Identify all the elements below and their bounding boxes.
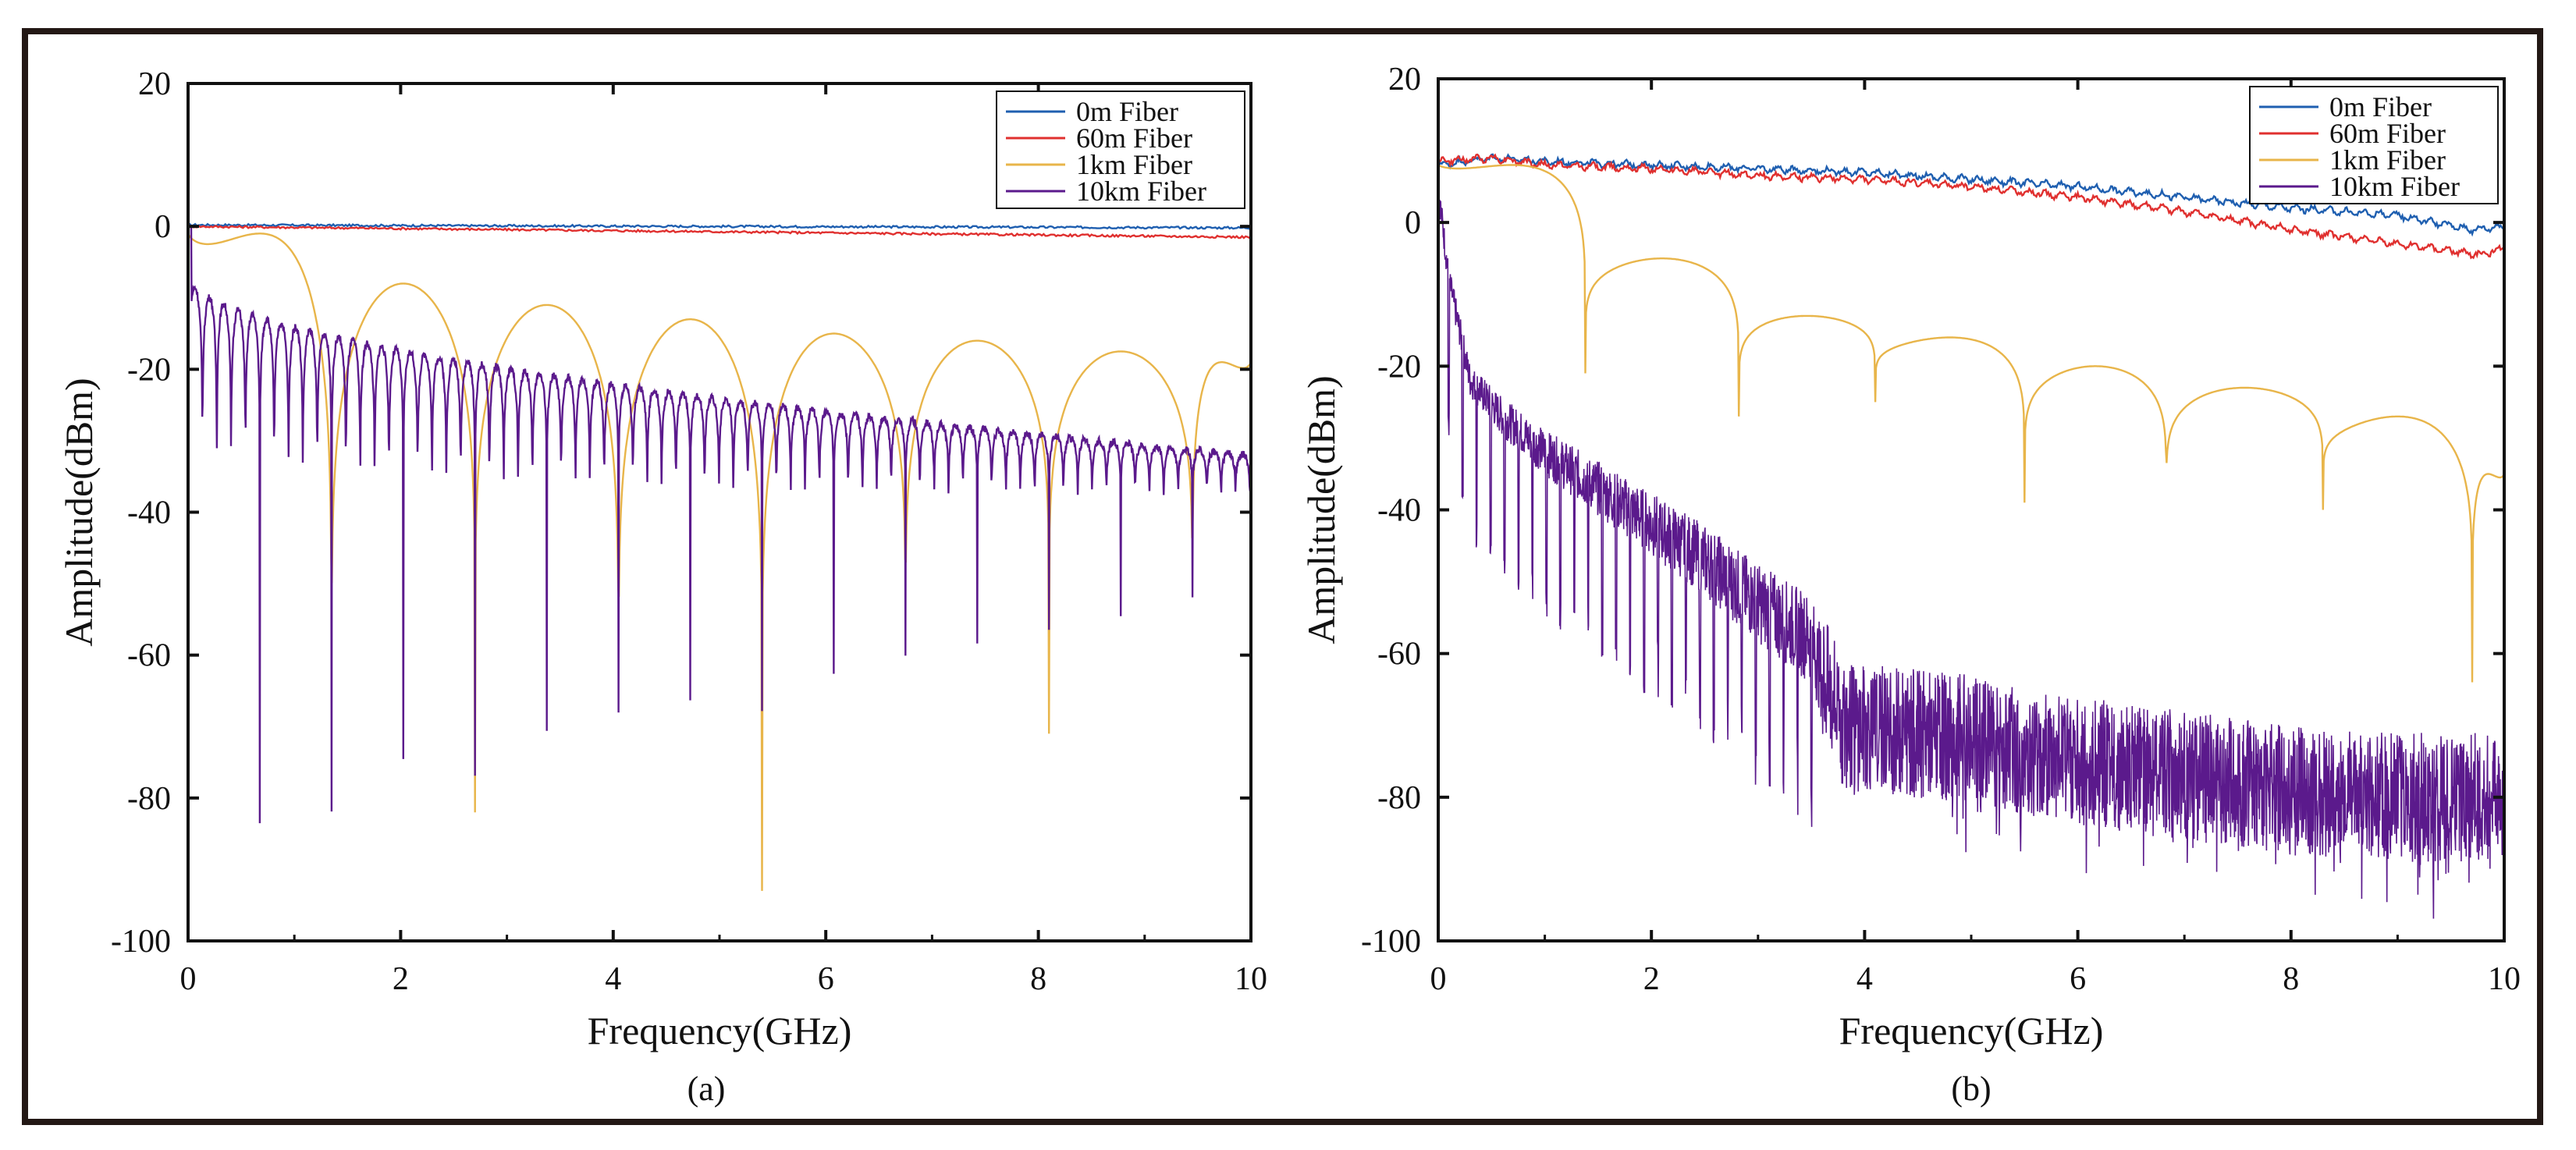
- series-line-1km-fiber: [188, 232, 1251, 891]
- legend-label: 1km Fiber: [2329, 144, 2446, 176]
- series-line-60m-fiber: [188, 225, 1251, 240]
- y-tick-label: -100: [111, 924, 171, 960]
- x-tick-label: 2: [393, 961, 409, 997]
- plot-area: [1438, 153, 2504, 919]
- series-line-1km-fiber: [1438, 164, 2504, 683]
- legend-label: 1km Fiber: [1076, 149, 1192, 180]
- x-axis-label: Frequency(GHz): [588, 1009, 852, 1052]
- panel-caption: (a): [688, 1070, 726, 1108]
- y-tick-label: -40: [127, 495, 171, 531]
- axes-frame: [187, 82, 1252, 942]
- chart-panel-a: 0 2 4 6 8 10 20 0 -20 -40 -60 -80 -100 Frequency(GHz)…: [57, 66, 1267, 1108]
- y-tick-label: 20: [1388, 62, 1421, 98]
- x-tick-label: 0: [180, 961, 197, 997]
- legend-label: 10km Fiber: [1076, 176, 1206, 207]
- series-line-0m-fiber: [188, 222, 1251, 230]
- x-tick-label: 4: [1856, 961, 1873, 997]
- legend-label: 10km Fiber: [2329, 171, 2460, 202]
- series-line-10km-fiber: [188, 225, 1251, 824]
- x-tick-label: 4: [605, 961, 621, 997]
- x-tick-label: 2: [1643, 961, 1660, 997]
- y-axis-label: Amplitude(dBm): [1299, 375, 1343, 644]
- y-tick-label: -80: [1377, 780, 1421, 816]
- y-tick-label: 0: [155, 209, 171, 245]
- x-tick-label: 10: [2488, 961, 2521, 997]
- series-line-10km-fiber: [1438, 183, 2504, 919]
- y-tick-label: 20: [138, 66, 171, 102]
- y-tick-label: -20: [1377, 349, 1421, 385]
- y-tick-label: -60: [127, 638, 171, 674]
- y-tick-label: 0: [1405, 205, 1421, 241]
- x-tick-label: 6: [2070, 961, 2086, 997]
- x-tick-label: 0: [1430, 961, 1447, 997]
- legend-label: 60m Fiber: [1076, 122, 1192, 154]
- y-tick-label: -80: [127, 781, 171, 817]
- y-axis-label: Amplitude(dBm): [57, 378, 101, 646]
- y-tick-label: -100: [1361, 924, 1421, 960]
- legend-label: 60m Fiber: [2329, 118, 2446, 149]
- x-tick-label: 6: [818, 961, 834, 997]
- panel-caption: (b): [1951, 1070, 1991, 1108]
- y-tick-label: -40: [1377, 493, 1421, 529]
- y-tick-label: -20: [127, 352, 171, 388]
- plot-area: [188, 222, 1251, 891]
- legend-label: 0m Fiber: [2329, 91, 2432, 122]
- legend-label: 0m Fiber: [1076, 96, 1178, 127]
- series-line-60m-fiber: [1438, 153, 2504, 260]
- x-tick-label: 10: [1235, 961, 1267, 997]
- y-tick-label: -60: [1377, 637, 1421, 673]
- x-tick-label: 8: [2283, 961, 2299, 997]
- x-axis-label: Frequency(GHz): [1839, 1009, 2104, 1052]
- series-line-0m-fiber: [1438, 153, 2504, 237]
- x-tick-label: 8: [1030, 961, 1046, 997]
- chart-panel-b: 0 2 4 6 8 10 20 0 -20 -40 -60 -80 -100 Frequency(GHz)…: [1299, 62, 2521, 1108]
